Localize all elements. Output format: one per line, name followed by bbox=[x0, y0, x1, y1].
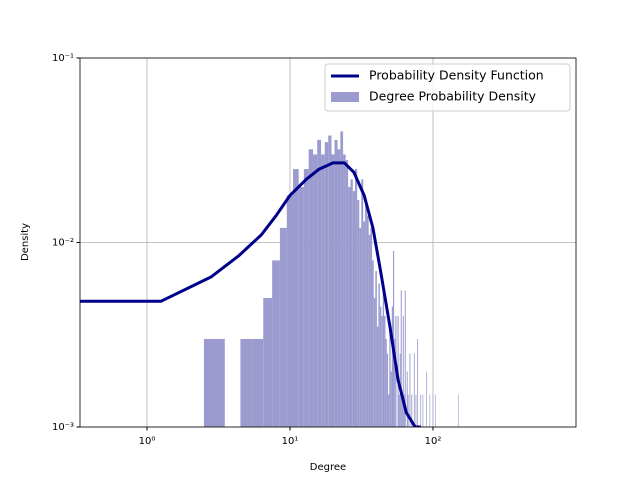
histogram-bar bbox=[388, 394, 390, 427]
ticks: 10⁰ 10¹ 10² 10⁻³ 10⁻² 10⁻¹ bbox=[52, 53, 441, 447]
histogram-bar bbox=[411, 394, 413, 427]
histogram-bar bbox=[365, 204, 367, 427]
histogram-bar bbox=[263, 298, 273, 427]
histogram-bar bbox=[366, 215, 369, 427]
y-tick-label: 10⁻² bbox=[52, 238, 74, 249]
histogram-bar bbox=[340, 131, 344, 427]
histogram-bar bbox=[457, 394, 459, 427]
histogram-bar bbox=[402, 315, 404, 427]
histogram-bar bbox=[426, 371, 427, 427]
histogram-bar bbox=[298, 186, 304, 427]
plot-area bbox=[80, 131, 459, 427]
legend-box bbox=[324, 63, 571, 112]
histogram-bar bbox=[286, 195, 294, 427]
legend: Probability Density Function Degree Proba… bbox=[324, 63, 571, 112]
histogram-bar bbox=[391, 306, 393, 427]
histogram-bar bbox=[417, 338, 418, 427]
histogram-bar bbox=[324, 142, 329, 427]
legend-label: Probability Density Function bbox=[369, 68, 544, 83]
histogram-bar bbox=[372, 260, 374, 427]
histogram-bar bbox=[368, 234, 371, 427]
histogram-bar bbox=[272, 260, 280, 427]
histogram-bar bbox=[422, 394, 424, 427]
histogram-bar bbox=[398, 394, 400, 427]
y-tick-label: 10⁻³ bbox=[52, 422, 74, 433]
histogram-bar bbox=[376, 326, 379, 427]
histogram-bar bbox=[381, 315, 383, 427]
histogram-bar bbox=[429, 394, 431, 427]
x-tick-label: 10¹ bbox=[282, 436, 299, 447]
y-tick-label: 10⁻¹ bbox=[52, 53, 74, 64]
histogram-bar bbox=[378, 283, 380, 427]
histogram-bar bbox=[361, 179, 364, 427]
histogram-bar bbox=[334, 139, 338, 427]
histogram-bar bbox=[413, 353, 415, 427]
pdf-line bbox=[80, 161, 421, 427]
histogram-bar bbox=[313, 154, 318, 427]
histogram-bar bbox=[404, 290, 406, 427]
histogram-bar bbox=[203, 338, 225, 427]
histogram-bar bbox=[432, 394, 434, 427]
histogram-bar bbox=[389, 326, 391, 427]
histogram-bar bbox=[409, 353, 411, 427]
histogram-bar bbox=[321, 154, 325, 427]
histogram-bar bbox=[394, 338, 396, 427]
histogram-bar bbox=[407, 394, 409, 427]
histogram-bar bbox=[415, 394, 417, 427]
histogram-bar bbox=[337, 149, 341, 427]
histogram-bar bbox=[359, 227, 362, 427]
histogram-bar bbox=[303, 169, 309, 427]
histogram-bar bbox=[345, 159, 349, 427]
x-tick-label: 10⁰ bbox=[139, 436, 156, 447]
histogram-bar bbox=[357, 199, 360, 427]
x-tick-label: 10² bbox=[425, 436, 442, 447]
histogram-bar bbox=[279, 227, 287, 427]
histogram-bar bbox=[370, 227, 373, 427]
histogram-bar bbox=[331, 154, 335, 427]
histogram-bar bbox=[400, 290, 402, 427]
histogram-bar bbox=[382, 283, 385, 427]
legend-label: Degree Probability Density bbox=[369, 89, 537, 104]
histogram-bar bbox=[350, 179, 353, 427]
histogram-bar bbox=[252, 338, 264, 427]
histogram-bar bbox=[375, 271, 377, 427]
histogram-bar bbox=[386, 353, 389, 427]
histogram-bar bbox=[328, 135, 332, 427]
histogram-bar bbox=[317, 139, 322, 427]
histogram-bar bbox=[401, 394, 403, 427]
y-axis-label: Density bbox=[20, 223, 31, 261]
histogram-bar bbox=[390, 371, 392, 427]
histogram-bar bbox=[240, 338, 253, 427]
histogram-bar bbox=[373, 298, 376, 427]
histogram-bar bbox=[363, 221, 366, 427]
histogram-bar bbox=[384, 315, 386, 427]
histogram-bar bbox=[352, 191, 356, 427]
histogram-bar bbox=[293, 169, 299, 427]
histogram-bar bbox=[355, 169, 358, 427]
histogram-bar bbox=[348, 186, 351, 427]
x-axis-label: Degree bbox=[310, 462, 346, 473]
histogram-bar bbox=[392, 250, 395, 427]
histogram-bar bbox=[385, 338, 387, 427]
histogram-bar bbox=[379, 306, 382, 427]
histogram-bar bbox=[343, 154, 346, 427]
histogram-bar bbox=[406, 371, 408, 427]
legend-patch bbox=[331, 92, 359, 102]
histogram-bar bbox=[435, 394, 436, 427]
histogram-bar bbox=[308, 149, 314, 427]
histogram-bar bbox=[420, 394, 422, 427]
